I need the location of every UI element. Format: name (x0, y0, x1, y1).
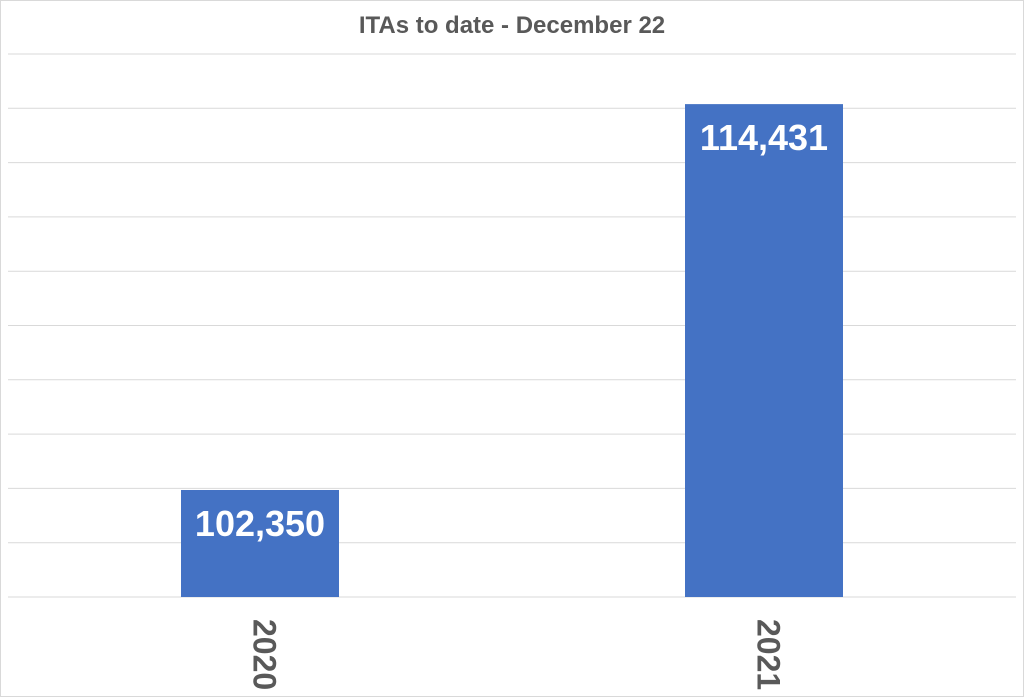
bar-2020 (181, 489, 339, 597)
bar-2021 (685, 104, 843, 597)
chart-title: ITAs to date - December 22 (358, 12, 666, 39)
data-label-2020: 102,350 (195, 503, 325, 544)
data-label-2021: 114,431 (700, 117, 828, 158)
x-tick-label-2021: 2021 (751, 619, 787, 690)
x-tick-label-2020: 2020 (247, 619, 283, 690)
